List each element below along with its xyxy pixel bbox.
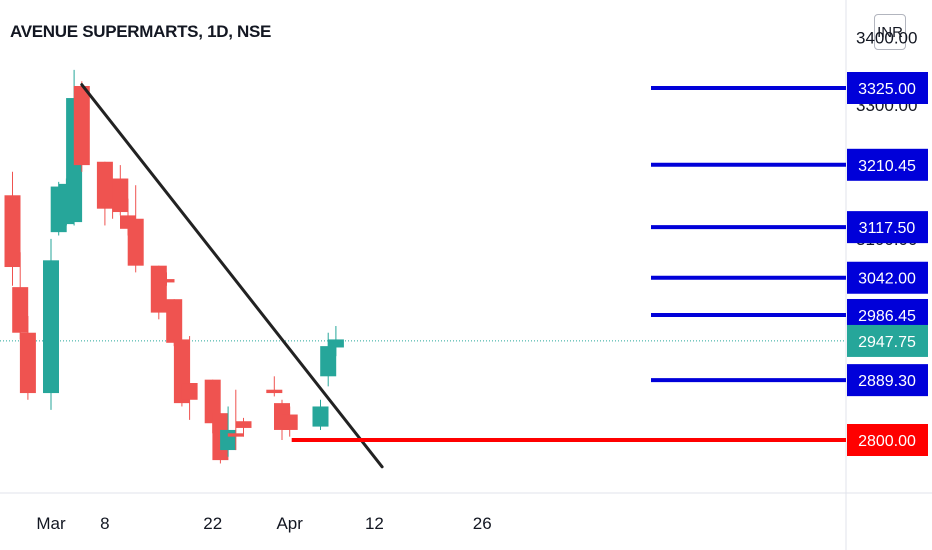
candle-body [43,260,59,394]
current-price-marker: 2947.75 [847,324,928,357]
candle-body [227,433,244,437]
candle-body [327,339,344,348]
candle-body [204,379,221,424]
x-tick-label: 22 [203,514,222,533]
candle [112,165,129,216]
candle [266,376,283,397]
candle [166,299,183,347]
level-support[interactable]: 2800.00 [291,424,928,456]
level-price-tag [847,261,928,294]
chart-title: AVENUE SUPERMARTS, 1D, NSE [10,22,272,41]
level-price-tag [847,72,928,104]
level-resistance[interactable]: 3117.50 [651,211,928,244]
time-axis[interactable]: Mar 8 22 Apr 12 26 [36,514,491,533]
level-price-tag [847,364,928,397]
trendline-layer[interactable] [80,83,384,469]
candle [312,399,329,430]
candle-body [281,414,298,430]
level-price-label: 3117.50 [859,220,916,237]
level-price-tag [847,148,928,181]
candle-body [112,178,129,213]
trendline[interactable] [80,83,384,469]
candle-body [12,287,29,333]
candle-body [73,85,90,166]
candle-body [220,429,237,451]
candle [281,406,298,437]
current-price-tag [847,324,928,357]
level-price-label: 2889.30 [858,373,916,390]
level-price-label: 3325.00 [858,81,916,98]
currency-button[interactable]: INR [874,14,906,50]
level-price-tag [847,424,928,456]
candle-body [96,161,113,209]
candle [127,185,144,273]
level-price-label: 2986.45 [858,308,916,325]
x-tick-label: 8 [100,514,109,533]
candle [227,389,244,451]
candle [235,417,252,437]
candle [43,238,59,410]
candle [19,315,36,400]
level-resistance[interactable]: 3325.00 [651,72,928,104]
candle [73,81,90,172]
candlestick-series [4,69,344,464]
level-resistance[interactable]: 3042.00 [651,261,928,294]
level-price-label: 2800.00 [858,433,916,450]
candle-body [181,383,198,400]
candle-body [166,299,183,343]
level-price-label: 3210.45 [858,158,916,175]
x-tick-label: 12 [365,514,384,533]
current-price-label: 2947.75 [858,334,916,351]
level-resistance[interactable]: 2889.30 [651,364,928,397]
y-tick-label: 3400.00 [856,29,917,48]
candle-body [19,332,36,394]
candle [158,272,175,286]
candle-body [235,421,252,428]
level-price-tag [847,211,928,244]
horizontal-levels[interactable]: 3325.00 3210.45 3117.50 3042.00 2986.45 2889.… [291,72,928,456]
candle-body [127,218,144,266]
candle [4,171,21,286]
candle-body [158,279,175,283]
x-tick-label: Apr [276,514,303,533]
candle [12,252,29,340]
candle [150,265,167,320]
x-tick-label: 26 [473,514,492,533]
candle [96,161,113,226]
candle-body [312,406,329,427]
candle-body [4,195,21,268]
level-price-label: 3042.00 [858,271,916,288]
candle-body [320,346,337,377]
candle-body [150,265,167,313]
level-resistance[interactable]: 3210.45 [651,148,928,181]
candle-body [266,389,283,394]
candle [327,326,344,357]
x-tick-label: Mar [36,514,66,533]
candle [181,336,198,420]
